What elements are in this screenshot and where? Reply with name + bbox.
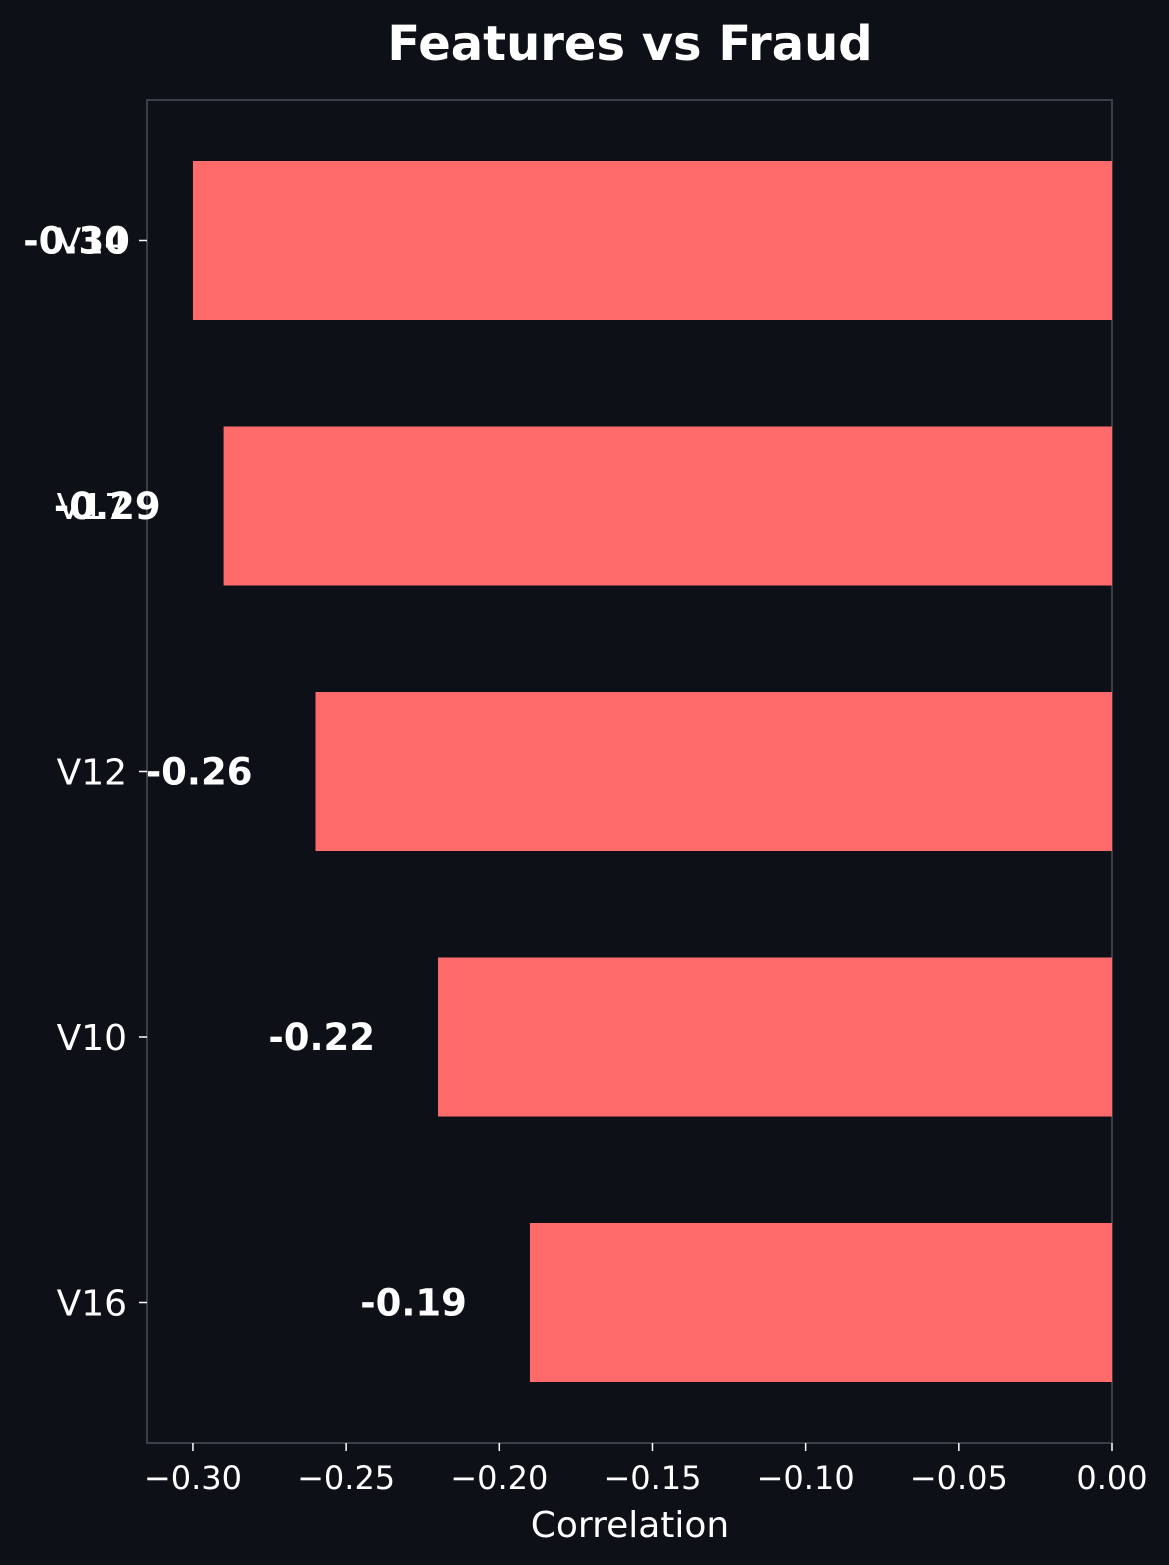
data-label: -0.22 bbox=[268, 1016, 375, 1059]
x-tick-label: −0.15 bbox=[603, 1459, 701, 1497]
bar-v14 bbox=[192, 161, 1112, 320]
y-tick-label: V12 bbox=[57, 753, 127, 794]
x-tick-label: −0.20 bbox=[450, 1459, 548, 1497]
data-label: -0.30 bbox=[23, 220, 130, 263]
x-tick-label: −0.25 bbox=[297, 1459, 395, 1497]
y-axis-ticks: V14 V17 V12 V10 V16 bbox=[57, 222, 147, 1325]
bar-v17 bbox=[223, 426, 1113, 586]
data-labels-group: -0.30 -0.29 -0.26 -0.22 -0.19 bbox=[23, 220, 467, 1325]
x-axis-ticks: −0.30 −0.25 −0.20 −0.15 −0.10 −0.05 0.00 bbox=[144, 1443, 1148, 1497]
x-tick-label: −0.05 bbox=[910, 1459, 1008, 1497]
bar-v10 bbox=[438, 957, 1112, 1117]
y-tick-label: V14 bbox=[57, 222, 127, 263]
x-axis-label: Correlation bbox=[531, 1505, 730, 1546]
y-tick-label: V17 bbox=[57, 487, 127, 528]
bars-group bbox=[192, 161, 1113, 1382]
data-label: -0.19 bbox=[360, 1282, 467, 1325]
y-tick-label: V10 bbox=[57, 1018, 127, 1059]
x-tick-label: 0.00 bbox=[1076, 1459, 1147, 1497]
data-label: -0.29 bbox=[54, 485, 161, 528]
data-label: -0.26 bbox=[146, 751, 253, 794]
x-tick-label: −0.30 bbox=[144, 1459, 242, 1497]
bar-v12 bbox=[315, 692, 1112, 851]
y-tick-label: V16 bbox=[57, 1284, 127, 1325]
bar-v16 bbox=[529, 1223, 1112, 1382]
x-tick-label: −0.10 bbox=[757, 1459, 855, 1497]
chart-title: Features vs Fraud bbox=[387, 16, 872, 72]
